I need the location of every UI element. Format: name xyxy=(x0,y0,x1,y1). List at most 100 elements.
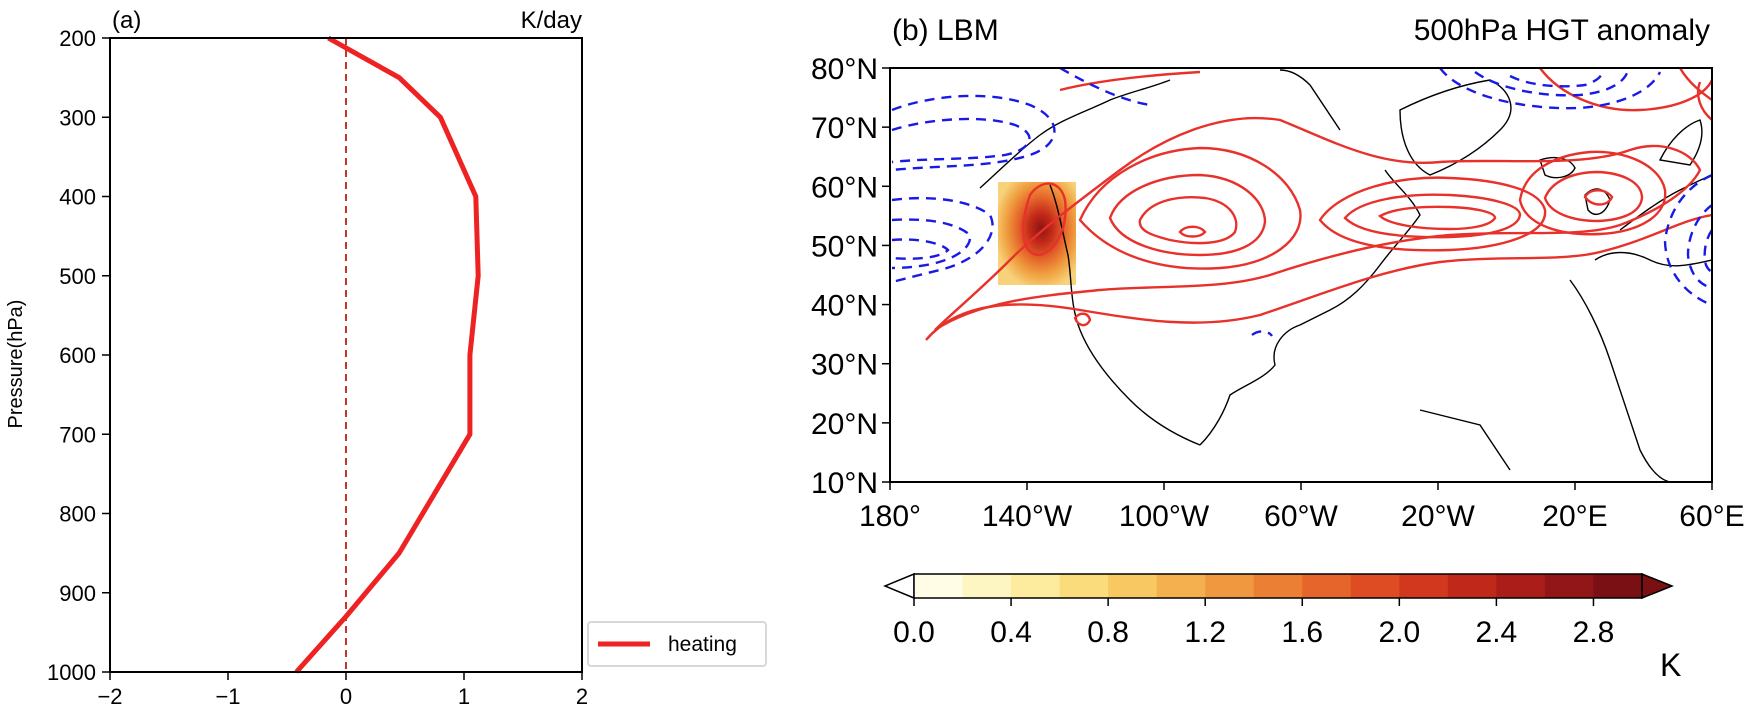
negative-contour-13 xyxy=(1251,330,1273,337)
positive-contour-10 xyxy=(1518,150,1667,236)
y-tick-label: 1000 xyxy=(47,660,96,685)
panel-a-units-label: K/day xyxy=(521,7,582,34)
colorbar-cell xyxy=(1399,574,1449,598)
coastline-scandinavia xyxy=(1658,119,1703,166)
x-tick-label: 1 xyxy=(458,684,470,708)
y-tick-label: 600 xyxy=(59,343,96,368)
colorbar: 0.0 0.4 0.8 1.2 1.6 2.0 2.4 2.8 K xyxy=(883,572,1681,683)
negative-contour-2 xyxy=(891,117,1031,164)
colorbar-tick-label: 0.0 xyxy=(893,616,935,649)
panel-a-label: (a) xyxy=(112,7,141,34)
lat-tick-label: 20°N xyxy=(811,408,878,441)
colorbar-cell xyxy=(1302,574,1352,598)
negative-contour-11 xyxy=(1686,204,1712,290)
positive-contour-9 xyxy=(1377,205,1497,231)
colorbar-cell xyxy=(1593,574,1643,598)
colorbar-unit: K xyxy=(1660,647,1681,683)
legend: heating xyxy=(587,621,767,667)
y-tick-label: 200 xyxy=(59,26,96,51)
map-content xyxy=(891,68,1712,482)
positive-contour-6 xyxy=(1178,225,1207,238)
colorbar-min-extension xyxy=(883,572,915,600)
colorbar-tick-label: 2.0 xyxy=(1378,616,1420,649)
negative-contour-9 xyxy=(1509,69,1603,88)
longitude-ticks: 180° 140°W 100°W 60°W 20°W 20°E 60°E xyxy=(859,482,1745,533)
lat-tick-label: 40°N xyxy=(811,290,878,323)
y-axis-ticks: 200 300 400 500 600 700 800 900 1000 xyxy=(47,26,110,685)
positive-contour-1 xyxy=(925,213,1712,341)
positive-contour-4 xyxy=(1108,173,1267,257)
panel-b-label: (b) LBM xyxy=(892,14,999,47)
colorbar-cell xyxy=(1205,574,1255,598)
positive-contour-17 xyxy=(1696,81,1712,121)
x-axis-ticks: −2 −1 0 1 2 xyxy=(97,672,588,708)
x-tick-label: 2 xyxy=(576,684,588,708)
panel-b-map: (b) LBM 500hPa HGT anomaly 80°N 70°N 60°N 5… xyxy=(811,14,1745,683)
panel-b-title: 500hPa HGT anomaly xyxy=(1414,14,1710,47)
y-tick-label: 700 xyxy=(59,422,96,447)
negative-contour-12 xyxy=(1703,229,1712,274)
positive-contour-3 xyxy=(1078,146,1302,270)
y-tick-label: 900 xyxy=(59,581,96,606)
negative-contour-4 xyxy=(891,218,972,270)
colorbar-cells xyxy=(914,574,1643,598)
lon-tick-label: 20°W xyxy=(1401,500,1475,533)
negative-contour-6 xyxy=(1059,68,1151,107)
negative-contour-7 xyxy=(1439,68,1662,110)
colorbar-ticks: 0.0 0.4 0.8 1.2 1.6 2.0 2.4 2.8 xyxy=(893,598,1614,649)
lat-tick-label: 60°N xyxy=(811,171,878,204)
colorbar-tick-label: 0.4 xyxy=(990,616,1032,649)
colorbar-cell xyxy=(1156,574,1206,598)
lat-tick-label: 10°N xyxy=(811,467,878,500)
negative-contour-1 xyxy=(891,94,1056,172)
colorbar-cell xyxy=(1011,574,1061,598)
x-tick-label: −1 xyxy=(215,684,240,708)
coastline-north-america-west xyxy=(1049,184,1201,446)
y-tick-label: 500 xyxy=(59,264,96,289)
colorbar-max-extension xyxy=(1641,572,1675,600)
colorbar-frame xyxy=(913,573,1643,599)
legend-box xyxy=(587,621,767,667)
negative-height-contours xyxy=(891,68,1712,337)
colorbar-cell xyxy=(1496,574,1546,598)
lon-tick-label: 180° xyxy=(859,500,921,533)
y-axis-label: Pressure(hPa) xyxy=(5,300,27,429)
colorbar-cell xyxy=(1350,574,1400,598)
negative-contour-10 xyxy=(1663,173,1712,307)
coastline-africa-west xyxy=(1569,279,1671,482)
negative-contour-3 xyxy=(891,196,994,284)
positive-contour-13 xyxy=(1022,182,1067,257)
coastline-caribbean xyxy=(1419,409,1511,471)
positive-contour-2 xyxy=(934,116,1702,331)
lat-tick-label: 70°N xyxy=(811,112,878,145)
coastlines xyxy=(979,69,1712,482)
lat-tick-label: 30°N xyxy=(811,349,878,382)
panel-a-plot-frame xyxy=(109,37,583,673)
lon-tick-label: 60°E xyxy=(1679,500,1744,533)
colorbar-cell xyxy=(1108,574,1158,598)
colorbar-cell xyxy=(1059,574,1109,598)
panel-a-profile-chart: (a) K/day Pressure(hPa) 200 300 400 500 600 7… xyxy=(5,7,767,708)
positive-contour-12 xyxy=(1583,189,1614,206)
colorbar-cell xyxy=(1544,574,1594,598)
map-frame xyxy=(889,67,1713,483)
lon-tick-label: 100°W xyxy=(1119,500,1210,533)
coastline-gulf-mexico xyxy=(1199,309,1331,446)
coastline-iceland xyxy=(1539,156,1576,179)
colorbar-tick-label: 2.8 xyxy=(1573,616,1615,649)
positive-contour-15 xyxy=(1539,68,1712,112)
latitude-ticks: 80°N 70°N 60°N 50°N 40°N 30°N 20°N 10°N xyxy=(811,53,890,500)
negative-contour-8 xyxy=(1474,69,1630,97)
colorbar-cell xyxy=(914,574,964,598)
colorbar-cell xyxy=(1447,574,1497,598)
lat-tick-label: 80°N xyxy=(811,53,878,86)
heating-series-line xyxy=(294,35,481,674)
lon-tick-label: 20°E xyxy=(1542,500,1607,533)
coastline-mediterranean xyxy=(1594,251,1712,267)
colorbar-tick-label: 2.4 xyxy=(1476,616,1518,649)
colorbar-tick-label: 1.6 xyxy=(1281,616,1323,649)
colorbar-tick-label: 0.8 xyxy=(1087,616,1129,649)
positive-contour-14 xyxy=(1073,312,1092,327)
coastline-alaska xyxy=(979,79,1171,189)
